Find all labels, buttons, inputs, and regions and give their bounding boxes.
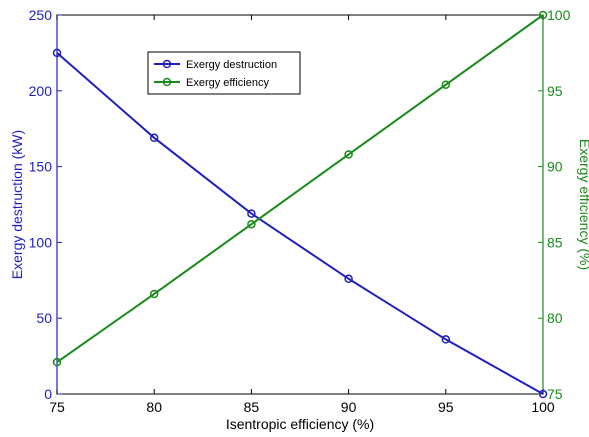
left-axis: 0 50 100 150 200 250 <box>29 7 62 402</box>
y-axis-left-label: Exergy destruction (kW) <box>9 130 25 279</box>
legend: Exergy destruction Exergy efficiency <box>147 51 301 95</box>
x-tick-label: 75 <box>49 399 65 415</box>
y-left-tick-label: 50 <box>36 310 52 326</box>
x-axis-label: Isentropic efficiency (%) <box>226 416 374 432</box>
y-left-tick-label: 100 <box>29 234 53 250</box>
bottom-axis: 75 80 85 90 95 100 <box>49 15 555 415</box>
y-left-tick-label: 250 <box>29 7 53 23</box>
y-left-tick-label: 0 <box>44 386 52 402</box>
legend-marker-exergy-efficiency <box>162 77 172 87</box>
y-right-tick-label: 95 <box>547 83 563 99</box>
exergy-efficiency-line <box>56 14 544 363</box>
exergy-efficiency-point <box>149 289 159 299</box>
y-right-tick-label: 100 <box>547 7 571 23</box>
y-right-tick-label: 75 <box>547 386 563 402</box>
exergy-destruction-point <box>441 335 451 344</box>
legend-box <box>147 51 301 95</box>
exergy-destruction-point <box>344 274 353 284</box>
exergy-destruction-line <box>56 52 544 395</box>
x-tick-label: 90 <box>341 399 357 415</box>
x-tick-label: 100 <box>531 399 555 415</box>
legend-label-exergy-destruction: Exergy destruction <box>186 59 277 71</box>
exergy-efficiency-point <box>538 10 548 20</box>
exergy-destruction-point <box>538 389 548 399</box>
legend-marker-exergy-destruction <box>162 59 172 69</box>
exergy-destruction-point <box>247 209 256 218</box>
exergy-destruction-point <box>149 133 159 143</box>
y-left-tick-label: 150 <box>29 159 53 175</box>
exergy-efficiency-point <box>344 150 353 159</box>
right-axis: 75 80 85 90 95 100 <box>538 7 571 402</box>
legend-label-exergy-efficiency: Exergy efficiency <box>186 77 269 89</box>
x-tick-label: 85 <box>244 399 260 415</box>
y-right-tick-label: 80 <box>547 310 563 326</box>
exergy-efficiency-point <box>52 357 62 367</box>
exergy-destruction-point <box>52 48 62 58</box>
exergy-efficiency-point <box>441 80 451 89</box>
y-right-tick-label: 85 <box>547 234 563 250</box>
series-layer <box>52 10 548 399</box>
x-tick-label: 80 <box>146 399 162 415</box>
exergy-efficiency-point <box>247 219 256 229</box>
x-tick-label: 95 <box>438 399 454 415</box>
y-axis-right-label: Exergy efficiency (%) <box>577 139 589 270</box>
y-right-tick-label: 90 <box>547 159 563 175</box>
y-left-tick-label: 200 <box>29 83 53 99</box>
